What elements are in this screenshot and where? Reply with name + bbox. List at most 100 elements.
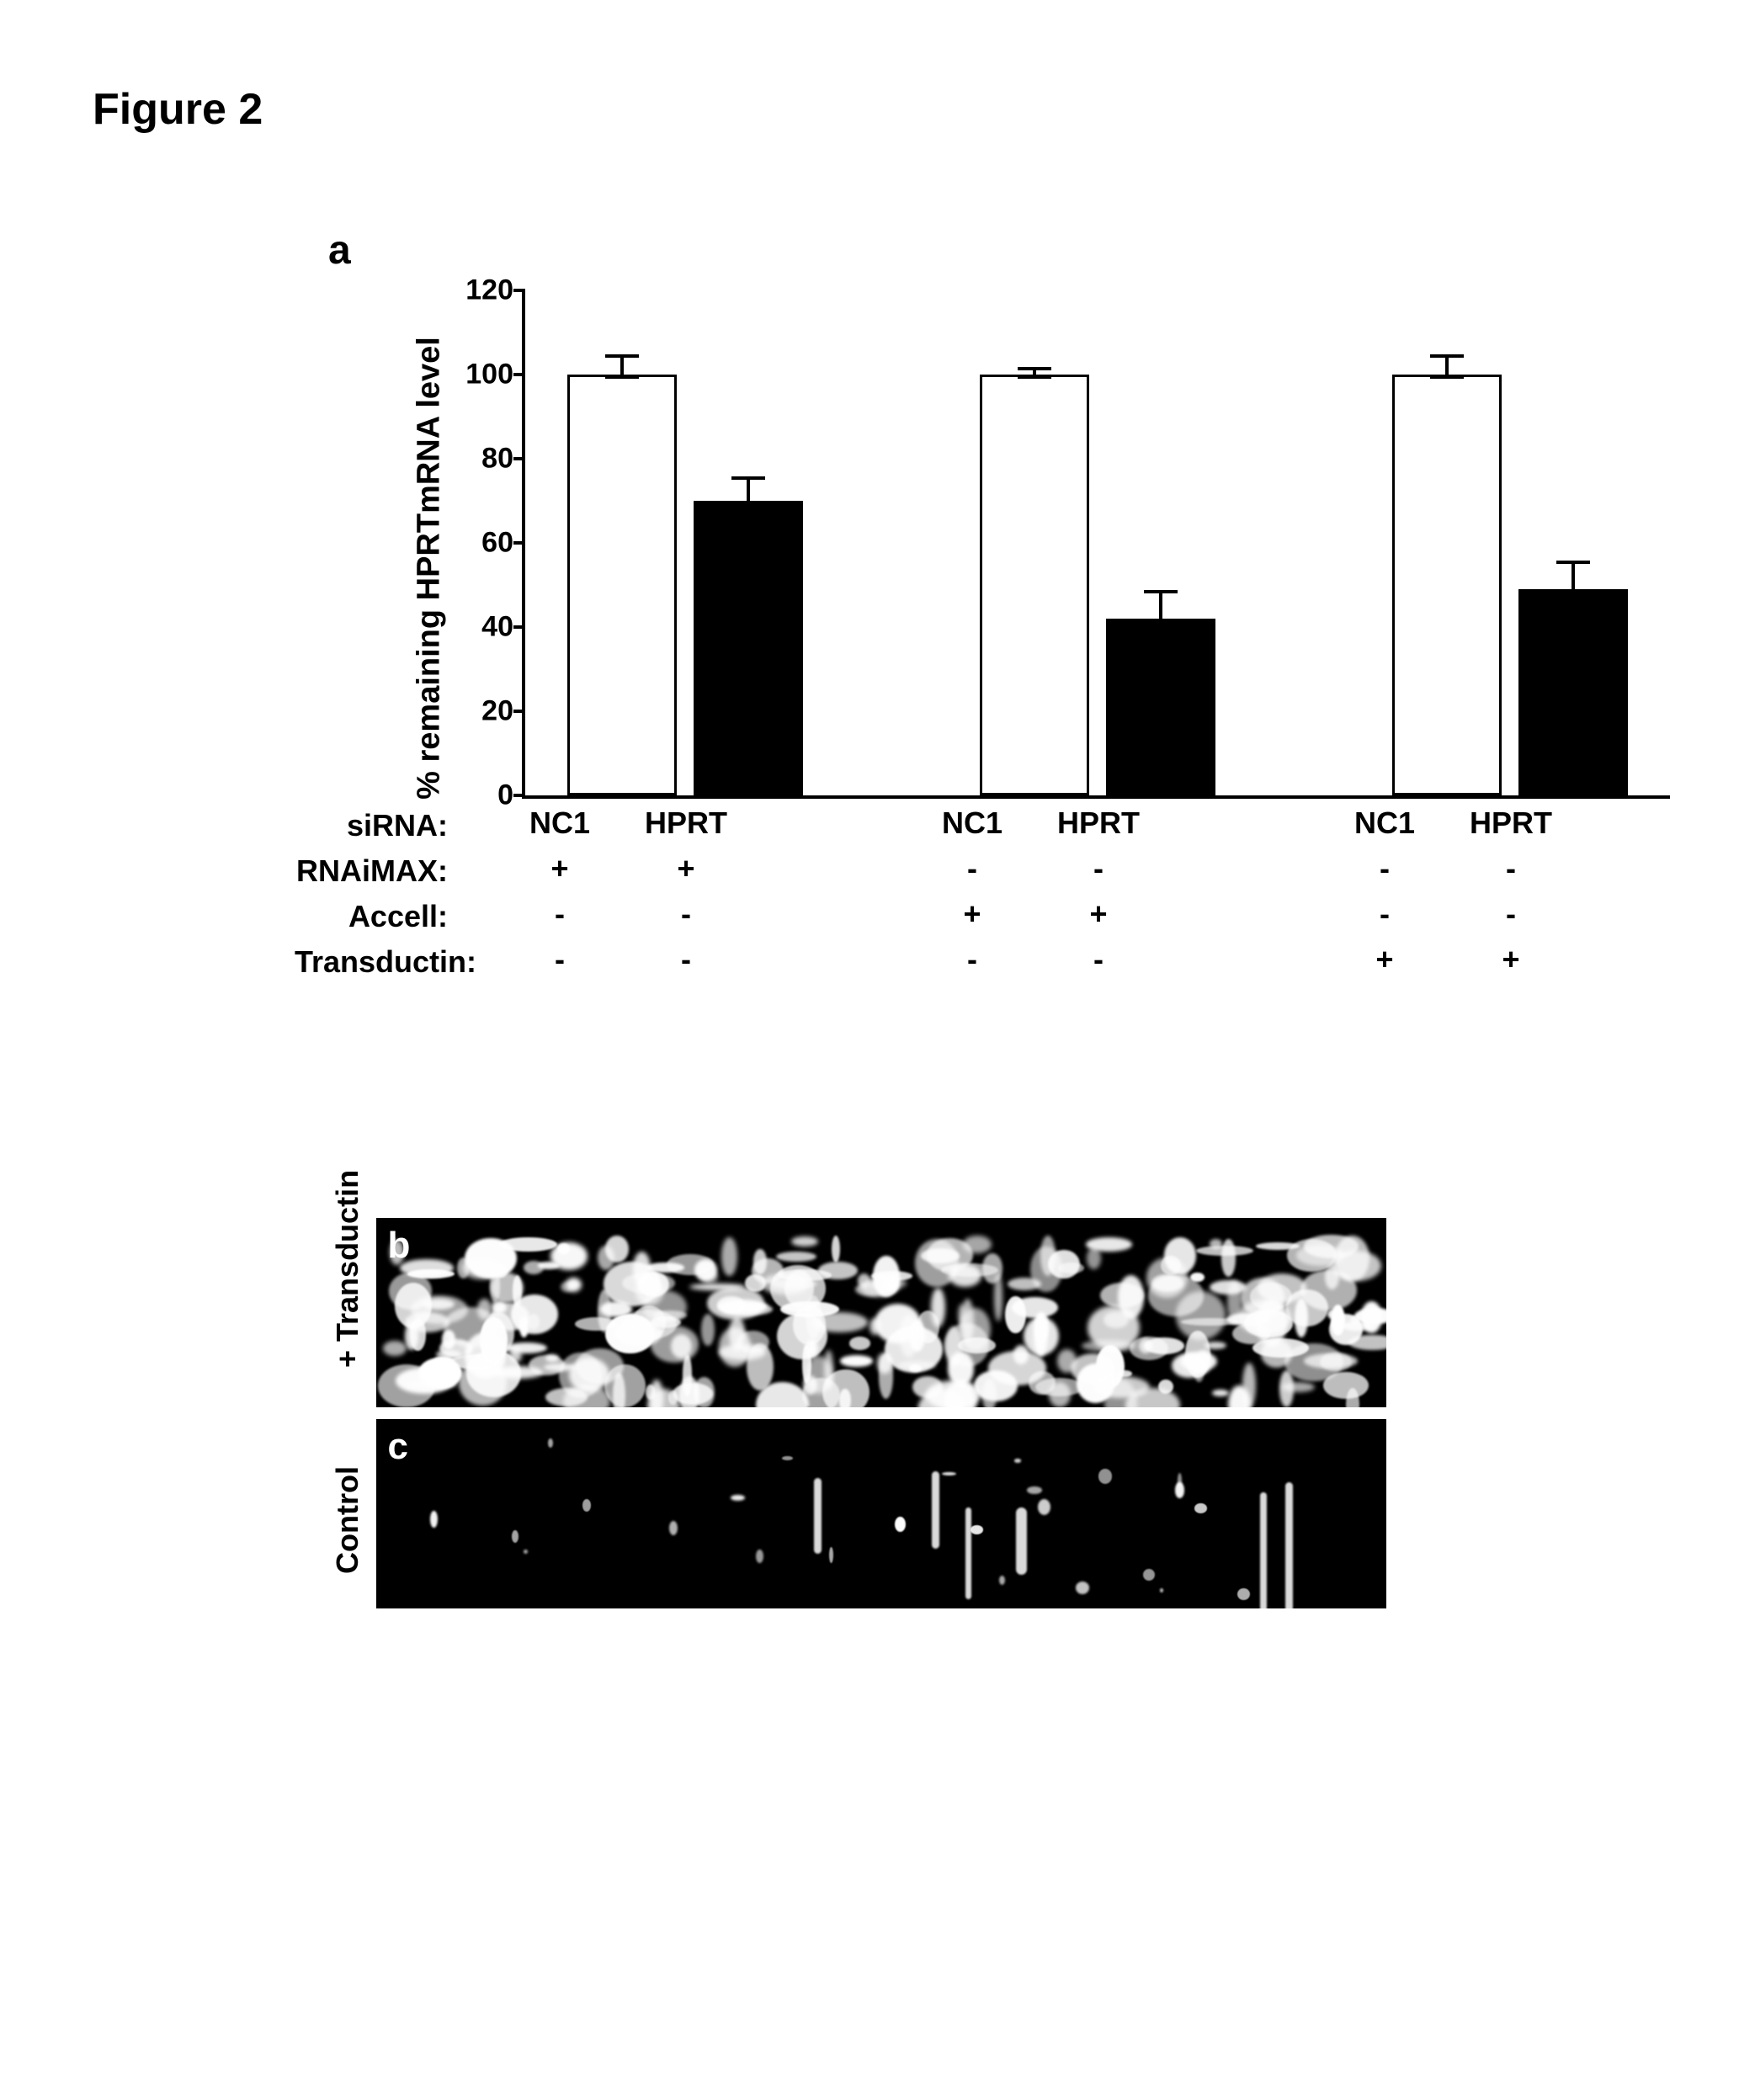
signal-blob [1205, 1342, 1226, 1349]
signal-blob [756, 1550, 763, 1563]
signal-streak [932, 1471, 940, 1550]
signal-blob [971, 1525, 983, 1534]
signal-blob [669, 1521, 678, 1535]
signal-blob [1014, 1459, 1021, 1462]
signal-blob [999, 1576, 1005, 1585]
panel-a-label: a [328, 227, 1671, 274]
condition-row: NC1HPRTNC1HPRTNC1HPRT [463, 805, 1608, 846]
signal-blob [931, 1288, 945, 1327]
signal-blob [671, 1334, 692, 1358]
error-bar [1033, 369, 1036, 377]
signal-blob [791, 1236, 818, 1247]
signal-blob [915, 1239, 960, 1287]
signal-streak [814, 1478, 822, 1554]
error-bar [1572, 562, 1575, 592]
signal-blob [1008, 1278, 1040, 1290]
signal-blob [974, 1370, 1018, 1401]
signal-blob [694, 1377, 715, 1407]
y-tick-label: 100 [465, 359, 513, 391]
panel-c-side-label: Control [330, 1540, 365, 1574]
y-tick-mark [513, 373, 525, 376]
condition-cell: - [1044, 942, 1153, 977]
bar-hprt [694, 501, 803, 795]
condition-cell: - [631, 942, 741, 977]
condition-row: ----++ [463, 942, 1608, 982]
signal-streak [1016, 1507, 1028, 1575]
signal-blob [829, 1547, 833, 1564]
bar-layer [525, 290, 1670, 795]
signal-blob [1242, 1363, 1256, 1407]
signal-blob [721, 1237, 737, 1276]
signal-blob [433, 1356, 455, 1367]
signal-blob [1098, 1469, 1112, 1484]
panel-bc: + Transductin Control b c [331, 1218, 1425, 1614]
signal-blob [538, 1262, 560, 1268]
condition-cell: - [1330, 896, 1439, 932]
condition-cell: - [917, 851, 1027, 886]
signal-blob [701, 1270, 718, 1283]
error-bar [747, 478, 750, 503]
signal-blob [926, 1380, 981, 1407]
y-tick-mark [513, 794, 525, 797]
condition-row-label: Accell: [295, 896, 463, 937]
y-axis-label-cell: % remaining HPRTmRNA level [295, 290, 354, 846]
condition-table-wrap: siRNA:NC1HPRTNC1HPRTNC1HPRTRNAiMAX:++---… [295, 805, 1670, 982]
error-bar [620, 356, 624, 377]
signal-blob [636, 1277, 662, 1305]
signal-blob [1194, 1503, 1206, 1513]
y-tick-label: 60 [481, 527, 513, 560]
condition-cell: HPRT [1456, 805, 1566, 841]
y-axis-label: % remaining HPRTmRNA level [411, 337, 447, 800]
signal-blob [745, 1274, 765, 1291]
signal-blob [1175, 1482, 1183, 1498]
signal-blob [1282, 1382, 1315, 1392]
bar-nc1 [1392, 375, 1502, 795]
bar-hprt [1518, 589, 1628, 795]
signal-blob [430, 1511, 438, 1528]
signal-streak [965, 1507, 972, 1599]
signal-blob [1284, 1343, 1343, 1381]
error-bar [1445, 356, 1449, 377]
signal-blob [879, 1353, 894, 1399]
signal-blob [439, 1339, 472, 1358]
condition-cell: HPRT [631, 805, 741, 841]
condition-row-label: RNAiMAX: [295, 851, 463, 891]
bar-hprt [1106, 619, 1215, 795]
signal-blob [1194, 1356, 1205, 1382]
y-tick-label: 80 [481, 443, 513, 476]
plot-cell: 020406080100120 siRNA:NC1HPRTNC1HPRTNC1H… [522, 290, 1670, 982]
signal-blob [1196, 1246, 1253, 1256]
signal-blob [1329, 1314, 1363, 1345]
signal-blob [942, 1472, 955, 1475]
signal-blob [840, 1355, 873, 1366]
signal-blob [776, 1252, 816, 1262]
plot-area [522, 290, 1670, 799]
condition-cell: + [1456, 942, 1566, 977]
signal-blob [731, 1495, 745, 1501]
signal-blob [1244, 1310, 1292, 1337]
signal-blob [963, 1236, 992, 1254]
condition-cell: NC1 [505, 805, 614, 841]
condition-cell: + [1044, 896, 1153, 932]
condition-row-label: siRNA: [295, 805, 463, 846]
panel-b-image: b [376, 1218, 1386, 1407]
panel-b-tag: b [388, 1225, 411, 1267]
y-tick-mark [513, 457, 525, 460]
y-tick-mark [513, 541, 525, 545]
signal-streak [1260, 1492, 1267, 1608]
signal-blob [717, 1296, 745, 1314]
bar-nc1 [980, 375, 1089, 795]
signal-blob [1160, 1588, 1164, 1592]
signal-blob [465, 1238, 517, 1279]
signal-blob [524, 1550, 529, 1554]
signal-blob [898, 1361, 936, 1369]
signal-blob [944, 1323, 989, 1367]
signal-blob [860, 1279, 896, 1296]
signal-blob [563, 1385, 610, 1407]
y-tick-label: 40 [481, 611, 513, 644]
panel-bc-side-labels: + Transductin Control [331, 1218, 364, 1614]
signal-blob [582, 1499, 591, 1512]
signal-blob [646, 1263, 684, 1272]
error-bar [1159, 592, 1162, 621]
panel-b-side-label: + Transductin [330, 1334, 365, 1368]
